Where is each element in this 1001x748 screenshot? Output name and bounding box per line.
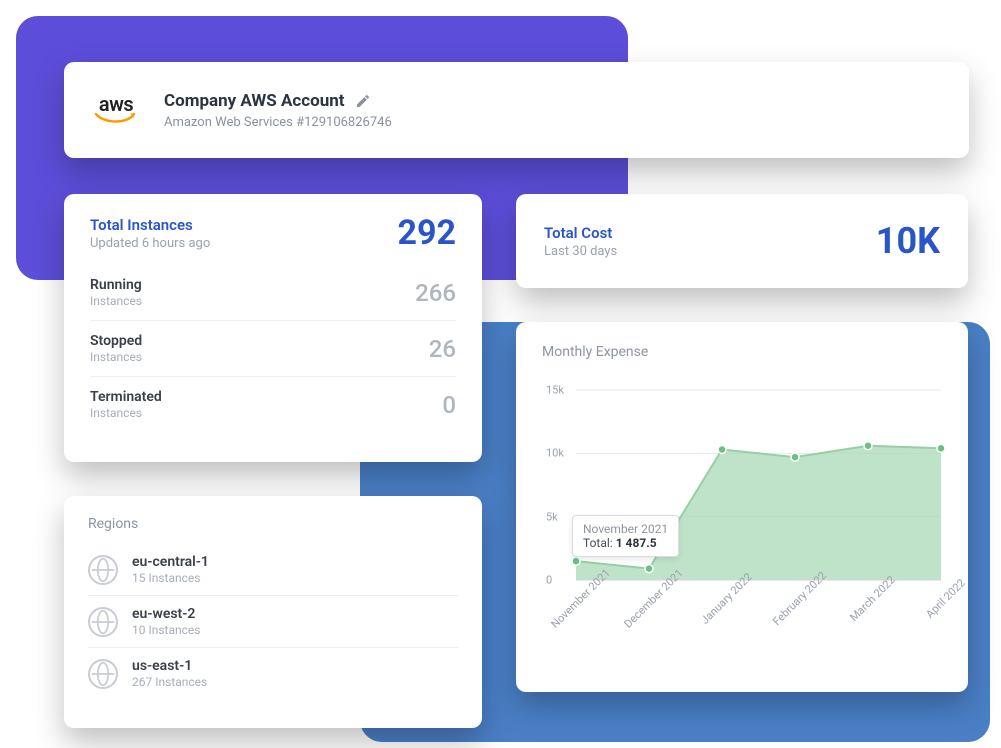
- region-count: 15 Instances: [132, 571, 209, 585]
- instance-row: StoppedInstances 26: [90, 321, 456, 377]
- instance-row-sublabel: Instances: [90, 294, 142, 308]
- region-name: eu-west-2: [132, 606, 200, 622]
- instances-total-value: 292: [397, 216, 456, 250]
- region-row[interactable]: eu-west-210 Instances: [88, 596, 458, 648]
- instance-row-label: Stopped: [90, 333, 142, 349]
- globe-icon: [88, 659, 118, 689]
- instances-header: Total Instances Updated 6 hours ago 292: [90, 216, 456, 251]
- instance-row-label: Running: [90, 277, 142, 293]
- instance-row: RunningInstances 266: [90, 265, 456, 321]
- instance-row-label: Terminated: [90, 389, 162, 405]
- edit-icon[interactable]: [355, 93, 371, 109]
- chart-area: 05k10k15kNovember 2021December 2021Janua…: [536, 370, 948, 670]
- chart-tooltip: November 2021Total: 1 487.5: [572, 515, 679, 557]
- regions-title: Regions: [88, 516, 458, 532]
- instances-title: Total Instances: [90, 216, 210, 234]
- globe-icon: [88, 555, 118, 585]
- tooltip-value-row: Total: 1 487.5: [583, 536, 668, 550]
- aws-logo: aws: [88, 90, 144, 130]
- instance-row: TerminatedInstances 0: [90, 377, 456, 432]
- region-count: 267 Instances: [132, 675, 207, 689]
- account-title: Company AWS Account: [164, 91, 345, 111]
- tooltip-label: November 2021: [583, 522, 668, 536]
- chart-title: Monthly Expense: [542, 344, 948, 360]
- regions-card: Regions eu-central-115 Instanceseu-west-…: [64, 496, 482, 728]
- chart-data-point[interactable]: [718, 446, 726, 454]
- globe-icon: [88, 607, 118, 637]
- chart-data-point[interactable]: [864, 442, 872, 450]
- instance-row-value: 266: [415, 279, 456, 307]
- instance-row-sublabel: Instances: [90, 406, 162, 420]
- monthly-expense-card: Monthly Expense 05k10k15kNovember 2021De…: [516, 322, 968, 692]
- region-name: us-east-1: [132, 658, 207, 674]
- region-name: eu-central-1: [132, 554, 209, 570]
- chart-data-point[interactable]: [645, 565, 653, 573]
- account-title-row: Company AWS Account: [164, 91, 392, 111]
- instance-row-value: 26: [429, 335, 456, 363]
- cost-title: Total Cost: [544, 224, 617, 242]
- cost-subtitle: Last 30 days: [544, 244, 617, 259]
- aws-smile-icon: [94, 112, 138, 126]
- chart-data-point[interactable]: [572, 557, 580, 565]
- chart-data-point[interactable]: [937, 444, 945, 452]
- aws-logo-text: aws: [99, 94, 133, 114]
- cost-value: 10K: [876, 223, 940, 259]
- total-instances-card: Total Instances Updated 6 hours ago 292 …: [64, 194, 482, 462]
- chart-data-point[interactable]: [791, 453, 799, 461]
- instance-row-sublabel: Instances: [90, 350, 142, 364]
- region-row[interactable]: us-east-1267 Instances: [88, 648, 458, 699]
- account-subtitle: Amazon Web Services #129106826746: [164, 115, 392, 130]
- region-count: 10 Instances: [132, 623, 200, 637]
- region-row[interactable]: eu-central-115 Instances: [88, 544, 458, 596]
- instance-row-value: 0: [442, 391, 456, 419]
- account-info: Company AWS Account Amazon Web Services …: [164, 91, 392, 130]
- instances-subtitle: Updated 6 hours ago: [90, 236, 210, 251]
- total-cost-card: Total Cost Last 30 days 10K: [516, 194, 968, 288]
- account-header-card: aws Company AWS Account Amazon Web Servi…: [64, 62, 969, 158]
